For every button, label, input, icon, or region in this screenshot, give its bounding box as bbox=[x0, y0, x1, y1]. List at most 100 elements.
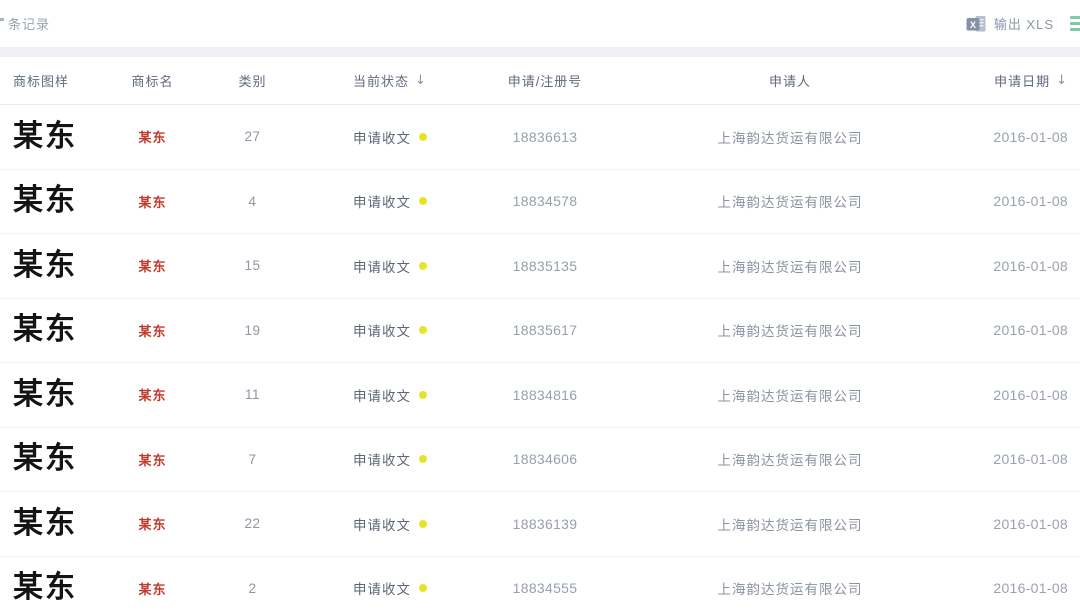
mark-name-cell: 某东 bbox=[110, 192, 195, 211]
status-text: 申请收文 bbox=[353, 517, 411, 533]
status-cell: 申请收文 bbox=[310, 385, 470, 405]
mark-name-link[interactable]: 某东 bbox=[138, 452, 167, 468]
status-dot-icon bbox=[419, 455, 427, 464]
table-row: 某东 某东 7 申请收文 18834606 上海韵达货运有限公司 2016-01… bbox=[0, 427, 1080, 492]
applicant-value: 上海韵达货运有限公司 bbox=[717, 130, 863, 146]
mark-logo-text: 某东 bbox=[13, 571, 77, 605]
category-cell: 2 bbox=[195, 581, 310, 596]
mark-logo-text: 某东 bbox=[13, 506, 77, 540]
status-text: 申请收文 bbox=[353, 195, 411, 211]
status-text: 申请收文 bbox=[353, 582, 411, 598]
list-menu-icon[interactable] bbox=[1070, 15, 1080, 33]
category-value: 15 bbox=[244, 258, 261, 274]
column-header-label: 申请日期 bbox=[994, 74, 1051, 89]
applicant-value: 上海韵达货运有限公司 bbox=[717, 259, 863, 275]
app-date-value: 2016-01-08 bbox=[993, 322, 1068, 339]
category-value: 7 bbox=[248, 451, 257, 467]
mark-name-link[interactable]: 某东 bbox=[138, 517, 167, 533]
app-date-cell: 2016-01-08 bbox=[960, 580, 1080, 596]
status-dot-icon bbox=[419, 519, 427, 528]
applicant-value: 上海韵达货运有限公司 bbox=[717, 324, 863, 340]
column-header-label: 当前状态 bbox=[353, 74, 410, 89]
app-date-cell: 2016-01-08 bbox=[960, 193, 1080, 209]
app-number-value: 18835135 bbox=[512, 257, 578, 274]
mark-image-cell: 某东 bbox=[0, 379, 110, 410]
app-number-cell: 18834606 bbox=[470, 451, 620, 467]
status-cell: 申请收文 bbox=[310, 127, 470, 147]
mark-image-cell: 某东 bbox=[0, 248, 110, 282]
status-cell: 申请收文 bbox=[310, 449, 470, 469]
table-header-row: 商标图样 商标名 类别 当前状态 ↓ 申请/注册号 申请人 申请日期 ↓ bbox=[0, 57, 1080, 105]
column-header-label: 商标图样 bbox=[13, 74, 70, 89]
mark-name-link[interactable]: 某东 bbox=[138, 130, 167, 146]
app-number-cell: 18834555 bbox=[470, 580, 620, 596]
column-header-app-date[interactable]: 申请日期 ↓ bbox=[960, 71, 1080, 90]
applicant-cell: 上海韵达货运有限公司 bbox=[620, 256, 960, 276]
app-date-value: 2016-01-08 bbox=[993, 386, 1068, 403]
column-header-mark-image: 商标图样 bbox=[0, 71, 110, 90]
mark-image-cell: 某东 bbox=[0, 186, 110, 216]
table-row: 某东 某东 19 申请收文 18835617 上海韵达货运有限公司 2016-0… bbox=[0, 298, 1080, 363]
status-text: 申请收文 bbox=[353, 324, 411, 340]
category-value: 11 bbox=[244, 387, 260, 403]
app-date-cell: 2016-01-08 bbox=[960, 322, 1080, 338]
status-cell: 申请收文 bbox=[310, 514, 470, 534]
sort-desc-icon[interactable]: ↓ bbox=[1056, 73, 1068, 88]
mark-image-cell: 某东 bbox=[0, 573, 110, 603]
status-text: 申请收文 bbox=[353, 388, 411, 404]
column-header-app-number: 申请/注册号 bbox=[470, 71, 620, 90]
sort-desc-icon[interactable]: ↓ bbox=[415, 73, 427, 88]
applicant-cell: 上海韵达货运有限公司 bbox=[620, 449, 960, 469]
category-value: 4 bbox=[248, 193, 257, 209]
mark-name-cell: 某东 bbox=[110, 579, 195, 598]
table-row: 某东 某东 2 申请收文 18834555 上海韵达货运有限公司 2016-01… bbox=[0, 556, 1080, 615]
app-number-value: 18835617 bbox=[512, 322, 578, 339]
applicant-value: 上海韵达货运有限公司 bbox=[717, 582, 863, 598]
app-date-value: 2016-01-08 bbox=[993, 257, 1068, 274]
status-dot-icon bbox=[419, 261, 427, 270]
column-header-label: 类别 bbox=[238, 74, 267, 89]
mark-name-cell: 某东 bbox=[110, 514, 195, 533]
status-dot-icon bbox=[419, 132, 427, 141]
status-cell: 申请收文 bbox=[310, 191, 470, 211]
status-dot-icon bbox=[419, 197, 427, 206]
mark-name-link[interactable]: 某东 bbox=[138, 581, 167, 597]
mark-name-link[interactable]: 某东 bbox=[138, 388, 167, 404]
app-number-value: 18834816 bbox=[512, 386, 578, 403]
column-header-label: 申请/注册号 bbox=[507, 74, 583, 89]
status-dot-icon bbox=[419, 326, 427, 335]
applicant-cell: 上海韵达货运有限公司 bbox=[620, 578, 960, 598]
app-date-cell: 2016-01-08 bbox=[960, 516, 1080, 532]
column-header-status[interactable]: 当前状态 ↓ bbox=[310, 71, 470, 90]
export-xls-button[interactable]: X 输出 XLS bbox=[966, 14, 1054, 33]
mark-name-link[interactable]: 某东 bbox=[138, 194, 167, 210]
mark-image-cell: 某东 bbox=[0, 121, 110, 152]
mark-logo-text: 某东 bbox=[13, 442, 77, 476]
table-row: 某东 某东 27 申请收文 18836613 上海韵达货运有限公司 2016-0… bbox=[0, 105, 1080, 170]
applicant-value: 上海韵达货运有限公司 bbox=[717, 388, 863, 404]
mark-name-cell: 某东 bbox=[110, 127, 195, 146]
applicant-cell: 上海韵达货运有限公司 bbox=[620, 385, 960, 405]
status-cell: 申请收文 bbox=[310, 320, 470, 340]
category-cell: 15 bbox=[195, 258, 310, 273]
app-number-value: 18834578 bbox=[512, 193, 578, 210]
category-value: 19 bbox=[244, 322, 261, 338]
app-date-value: 2016-01-08 bbox=[993, 128, 1068, 145]
app-date-value: 2016-01-08 bbox=[993, 193, 1068, 210]
mark-name-link[interactable]: 某东 bbox=[138, 259, 167, 275]
app-date-cell: 2016-01-08 bbox=[960, 387, 1080, 403]
category-cell: 19 bbox=[195, 323, 310, 338]
category-cell: 7 bbox=[195, 452, 310, 467]
records-count-cut-fragment bbox=[0, 18, 4, 21]
app-date-value: 2016-01-08 bbox=[993, 451, 1068, 468]
app-number-value: 18836613 bbox=[512, 128, 578, 145]
app-number-cell: 18835135 bbox=[470, 258, 620, 274]
mark-logo-text: 某东 bbox=[13, 248, 77, 282]
app-number-cell: 18834816 bbox=[470, 387, 620, 403]
status-text: 申请收文 bbox=[353, 130, 411, 146]
app-date-cell: 2016-01-08 bbox=[960, 258, 1080, 274]
mark-name-link[interactable]: 某东 bbox=[138, 323, 167, 339]
mark-logo-text: 某东 bbox=[13, 184, 77, 218]
applicant-value: 上海韵达货运有限公司 bbox=[717, 517, 863, 533]
applicant-value: 上海韵达货运有限公司 bbox=[717, 195, 863, 211]
